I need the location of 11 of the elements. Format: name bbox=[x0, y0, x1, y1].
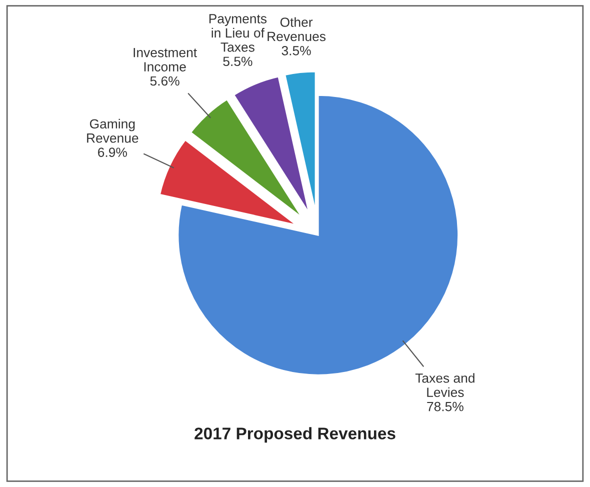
data-label: 5.5% bbox=[223, 56, 252, 66]
slice-label: Payments in Lieu of Taxes bbox=[209, 14, 267, 52]
text: 2017 Proposed Revenues bbox=[194, 427, 396, 443]
slice-label: Gaming Revenue bbox=[87, 118, 138, 143]
data-label: 6.9% bbox=[98, 148, 127, 157]
slice-label: Investment Income bbox=[134, 48, 197, 72]
slice-label: Taxes and Levies bbox=[415, 373, 474, 398]
data-label: 78.5% bbox=[427, 402, 464, 412]
data-label: 5.6% bbox=[150, 76, 180, 86]
slice-label: Other Revenues bbox=[268, 17, 326, 42]
data-label: 3.5% bbox=[282, 46, 311, 56]
